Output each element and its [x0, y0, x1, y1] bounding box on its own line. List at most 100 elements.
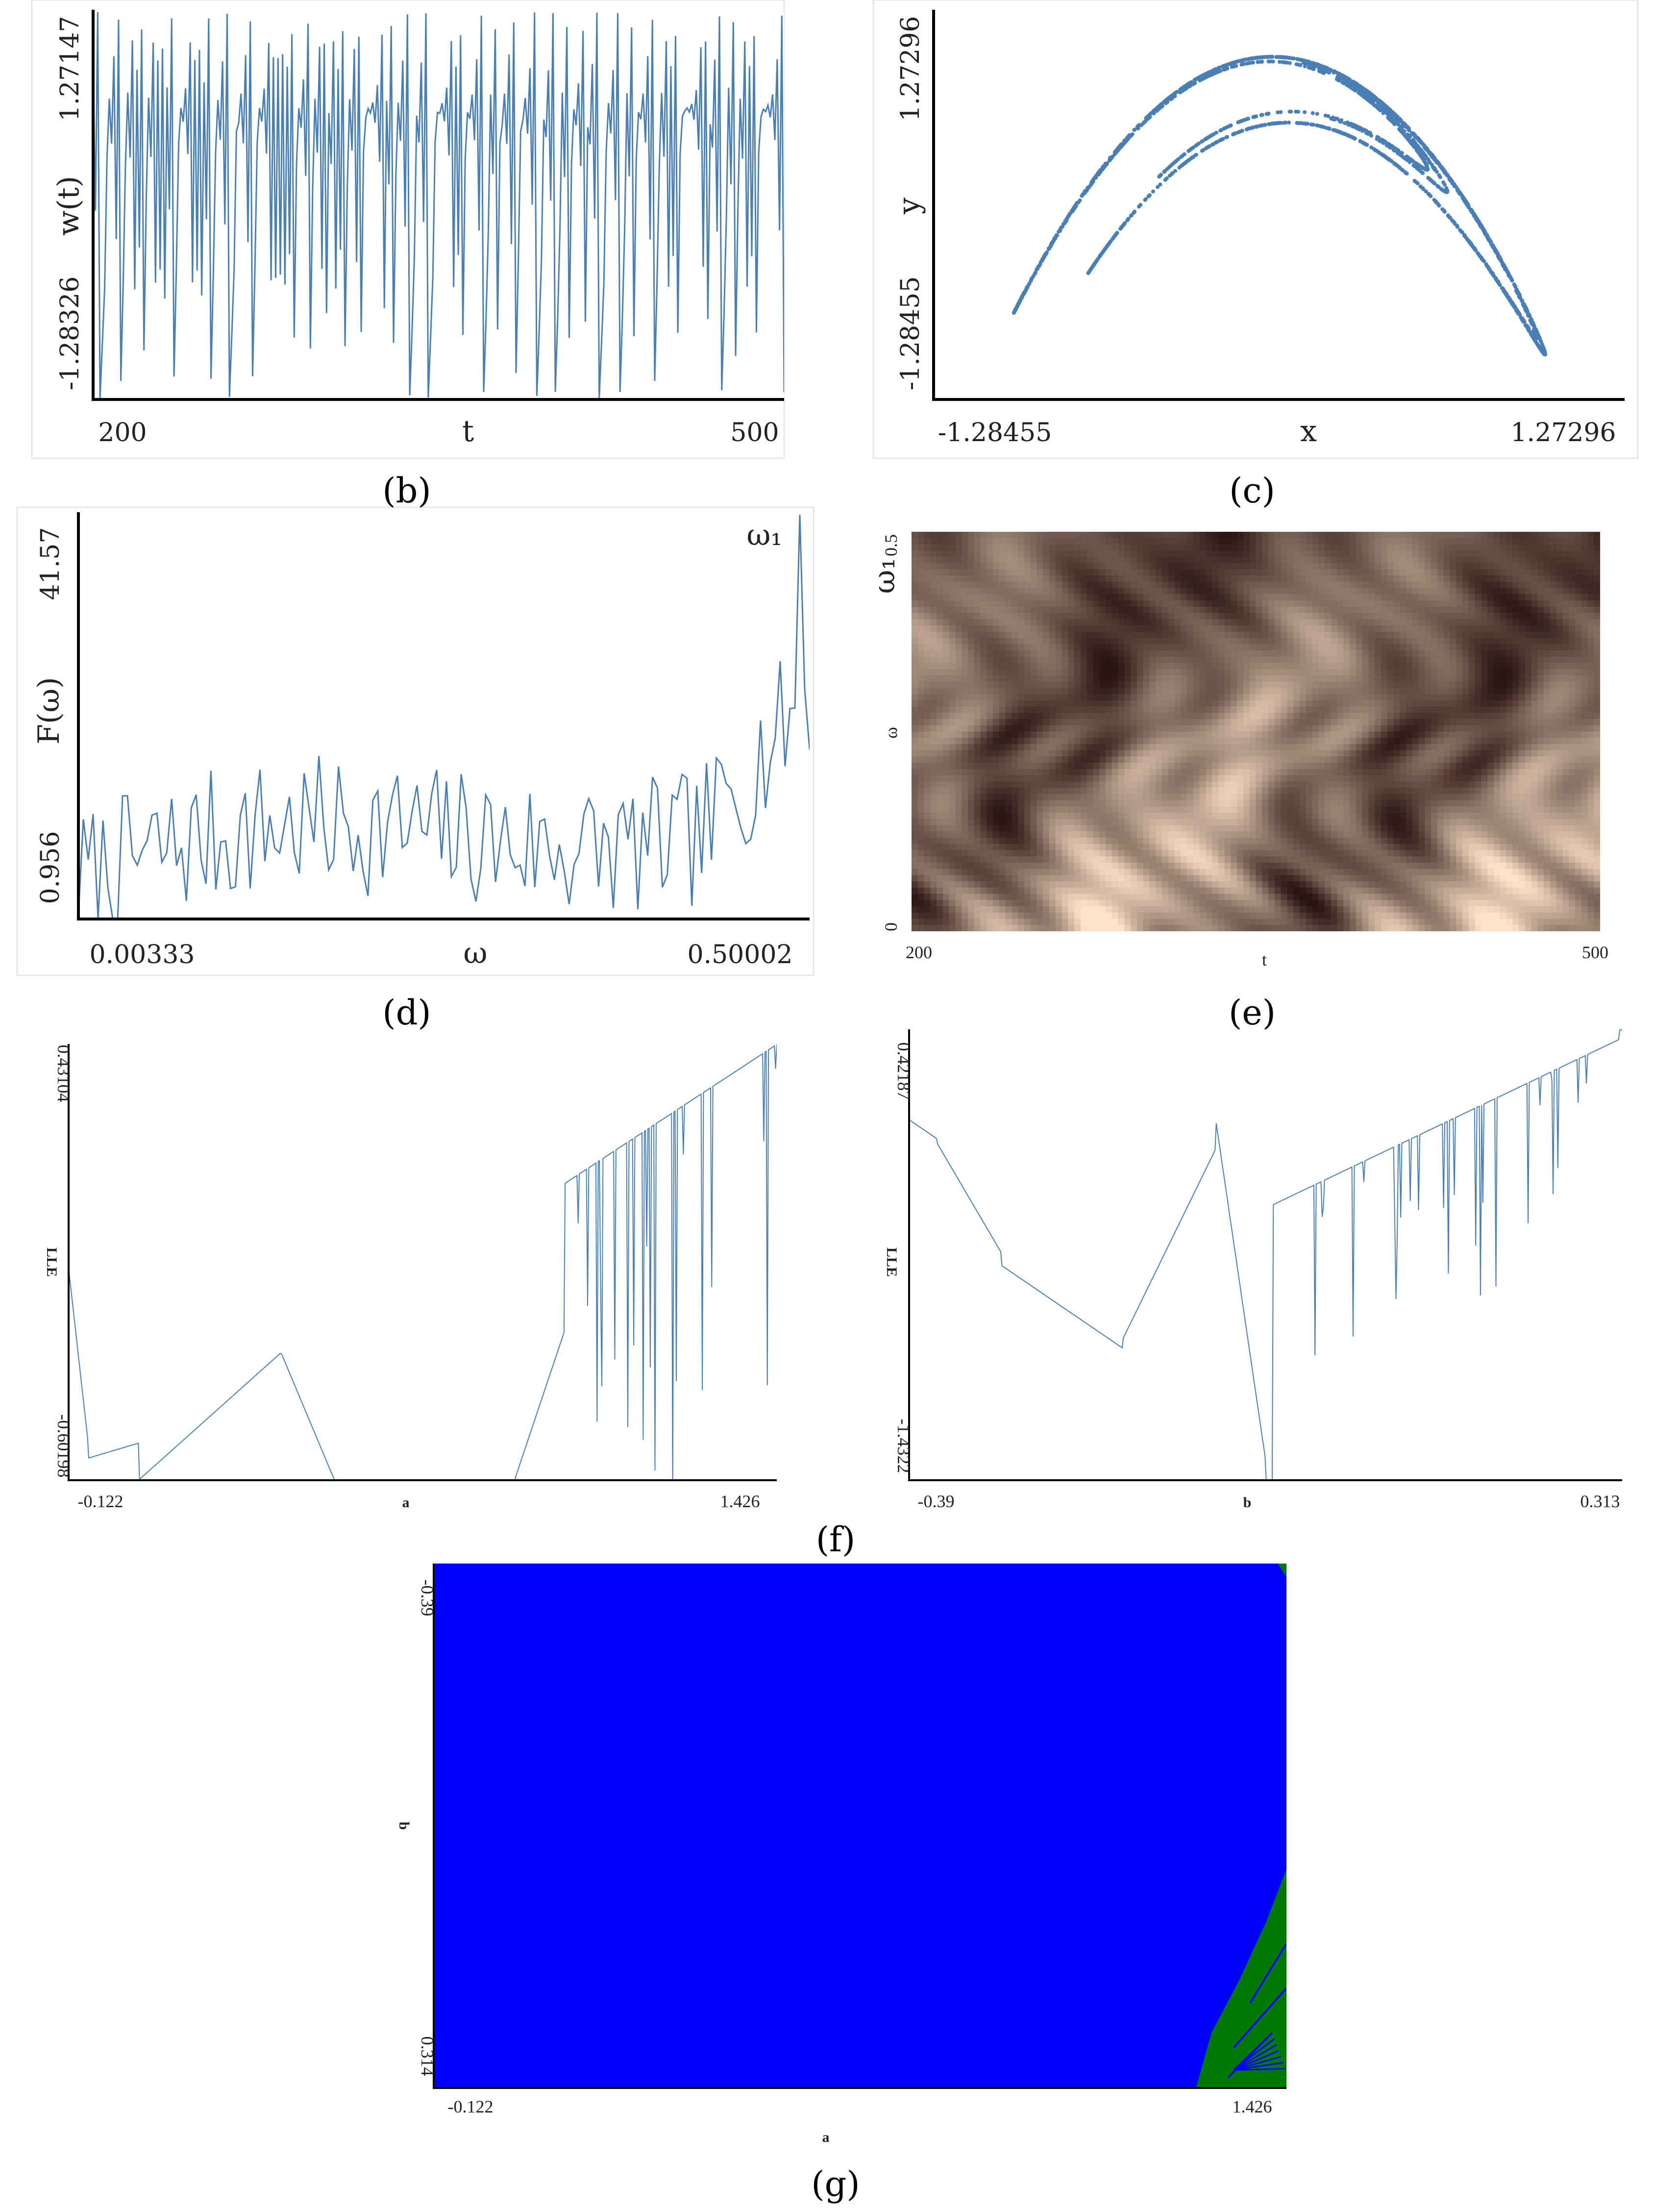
- heatmap-cell: [1187, 638, 1194, 645]
- heatmap-cell: [1587, 544, 1594, 551]
- heatmap-cell: [1475, 594, 1481, 601]
- heatmap-cell: [987, 669, 993, 676]
- heatmap-cell: [1375, 644, 1382, 651]
- attractor-point: [1245, 61, 1250, 66]
- heatmap-cell: [1550, 594, 1557, 601]
- heatmap-cell: [912, 550, 918, 557]
- heatmap-cell: [1212, 538, 1219, 545]
- heatmap-cell: [1412, 613, 1419, 620]
- heatmap-cell: [1456, 663, 1463, 670]
- heatmap-cell: [1068, 644, 1075, 651]
- heatmap-cell: [1362, 538, 1369, 545]
- heatmap-cell: [980, 619, 987, 626]
- heatmap-cell: [1062, 538, 1068, 545]
- heatmap-cell: [1287, 569, 1294, 576]
- attractor-point: [1282, 60, 1286, 65]
- attractor-point: [1210, 72, 1215, 76]
- heatmap-cell: [987, 663, 993, 670]
- heatmap-cell: [1181, 569, 1187, 576]
- heatmap-cell: [1174, 538, 1181, 545]
- attractor-point: [1415, 166, 1419, 170]
- attractor-point: [1426, 148, 1430, 152]
- heatmap-cell: [924, 650, 931, 657]
- heatmap-cell: [1318, 569, 1325, 576]
- heatmap-cell: [1356, 625, 1363, 632]
- heatmap-cell: [930, 631, 937, 639]
- heatmap-cell: [1024, 650, 1031, 657]
- heatmap-cell: [1268, 656, 1275, 663]
- heatmap-cell: [1043, 550, 1050, 557]
- heatmap-cell: [1443, 644, 1451, 651]
- heatmap-cell: [1111, 600, 1119, 607]
- heatmap-cell: [1443, 619, 1451, 626]
- heatmap-cell: [1418, 663, 1425, 670]
- heatmap-cell: [1262, 556, 1269, 564]
- heatmap-cell: [987, 638, 993, 645]
- heatmap-cell: [1149, 656, 1156, 663]
- heatmap-cell: [1068, 532, 1075, 539]
- heatmap-cell: [1487, 550, 1494, 557]
- heatmap-cell: [1331, 625, 1338, 632]
- heatmap-cell: [1268, 532, 1275, 539]
- heatmap-cell: [1256, 613, 1262, 620]
- heatmap-cell: [937, 625, 943, 632]
- heatmap-cell: [1181, 588, 1187, 595]
- attractor-point: [1033, 270, 1037, 274]
- heatmap-cell: [937, 594, 943, 601]
- heatmap-cell: [1356, 563, 1363, 570]
- heatmap-cell: [1030, 581, 1037, 589]
- heatmap-cell: [1437, 650, 1444, 657]
- heatmap-cell: [1005, 575, 1012, 582]
- attractor-point: [1276, 110, 1280, 115]
- heatmap-cell: [1318, 600, 1325, 607]
- heatmap-cell: [1124, 556, 1131, 564]
- heatmap-cell: [912, 619, 918, 626]
- heatmap-cell: [1331, 663, 1338, 670]
- x-tick-d-min: 0.00333: [89, 940, 195, 969]
- attractor-point: [1445, 189, 1450, 193]
- heatmap-cell: [1544, 563, 1551, 570]
- heatmap-cell: [1287, 606, 1294, 614]
- attractor-point: [1342, 77, 1347, 81]
- heatmap-cell: [1325, 656, 1332, 663]
- heatmap-cell: [1012, 638, 1018, 645]
- heatmap-cell: [1487, 631, 1494, 639]
- heatmap-cell: [1149, 556, 1156, 564]
- attractor-point: [1265, 55, 1270, 59]
- heatmap-cell: [1224, 631, 1231, 639]
- heatmap-cell: [1243, 650, 1250, 657]
- attractor-point: [1455, 224, 1459, 228]
- heatmap-cell: [1325, 594, 1332, 601]
- heatmap-cell: [1500, 575, 1506, 582]
- heatmap-cell: [1118, 569, 1125, 576]
- heatmap-cell: [1143, 550, 1150, 557]
- heatmap-cell: [962, 613, 968, 620]
- heatmap-cell: [1587, 575, 1594, 582]
- heatmap-cell: [1393, 563, 1400, 570]
- heatmap-cell: [1049, 619, 1056, 626]
- heatmap-cell: [1468, 606, 1476, 614]
- heatmap-cell: [1161, 600, 1169, 607]
- heatmap-cell: [1005, 650, 1012, 657]
- heatmap-cell: [1118, 613, 1125, 620]
- heatmap-cell: [1594, 656, 1600, 663]
- heatmap-cell: [1012, 563, 1018, 570]
- heatmap-cell: [1318, 638, 1325, 645]
- heatmap-cell: [968, 538, 975, 545]
- heatmap-cell: [1375, 656, 1382, 663]
- heatmap-cell: [1030, 656, 1037, 663]
- heatmap-cell: [1168, 600, 1175, 607]
- attractor-point: [1347, 133, 1351, 138]
- heatmap-cell: [1400, 550, 1407, 557]
- heatmap-cell: [1594, 606, 1600, 614]
- heatmap-cell: [1412, 638, 1419, 645]
- heatmap-cell: [1562, 644, 1569, 651]
- heatmap-cell: [1594, 619, 1600, 626]
- heatmap-cell: [1093, 656, 1100, 663]
- heatmap-cell: [1099, 581, 1106, 589]
- heatmap-cell: [1049, 550, 1056, 557]
- heatmap-cell: [1143, 638, 1150, 645]
- attractor-point: [1114, 232, 1118, 237]
- heatmap-cell: [987, 613, 993, 620]
- heatmap-cell: [1143, 556, 1150, 564]
